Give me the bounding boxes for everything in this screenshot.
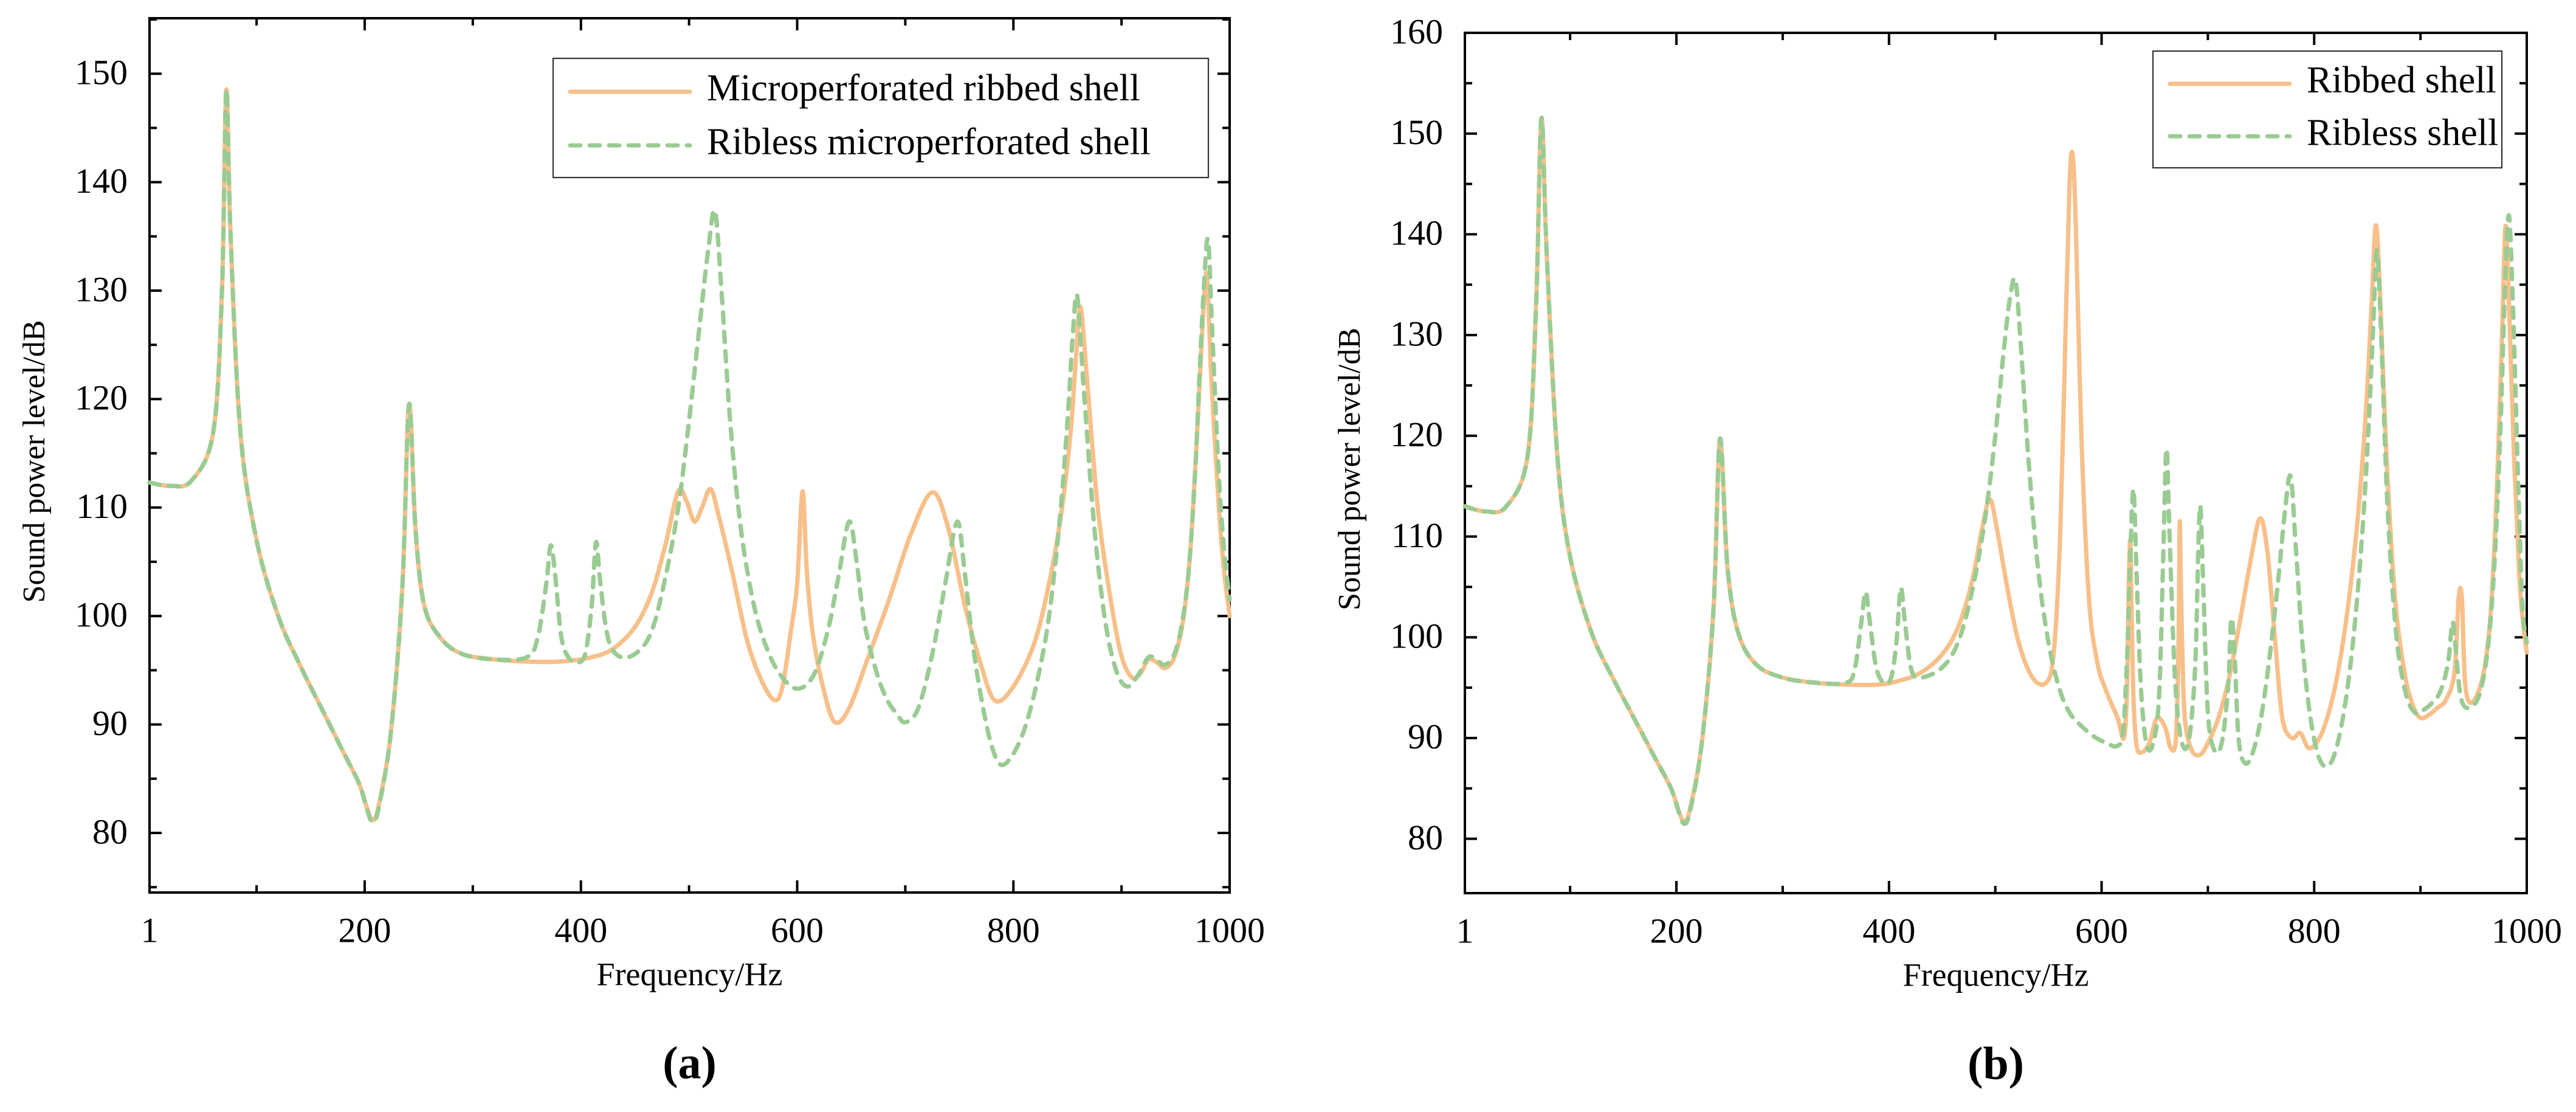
svg-text:(b): (b) — [1968, 1038, 2024, 1089]
svg-text:100: 100 — [75, 595, 128, 635]
svg-text:600: 600 — [2075, 911, 2128, 950]
svg-text:800: 800 — [2288, 911, 2341, 950]
svg-text:130: 130 — [75, 269, 128, 309]
svg-text:Ribbed shell: Ribbed shell — [2307, 60, 2496, 101]
svg-text:1: 1 — [141, 910, 159, 950]
svg-text:80: 80 — [1408, 818, 1443, 857]
svg-text:1000: 1000 — [1194, 910, 1265, 950]
svg-text:120: 120 — [1390, 415, 1443, 454]
svg-text:160: 160 — [1390, 12, 1443, 51]
svg-text:1: 1 — [1456, 911, 1474, 950]
svg-text:Sound power level/dB: Sound power level/dB — [17, 320, 52, 603]
svg-text:1000: 1000 — [2492, 911, 2562, 950]
svg-text:100: 100 — [1390, 616, 1443, 656]
svg-text:110: 110 — [76, 486, 128, 526]
svg-text:90: 90 — [92, 703, 128, 743]
svg-text:90: 90 — [1408, 717, 1443, 756]
svg-text:140: 140 — [1390, 213, 1443, 253]
svg-text:130: 130 — [1390, 314, 1443, 353]
svg-text:Frequency/Hz: Frequency/Hz — [1903, 956, 2089, 993]
svg-text:(a): (a) — [663, 1037, 717, 1088]
svg-text:Sound power level/dB: Sound power level/dB — [1332, 328, 1367, 610]
svg-text:600: 600 — [771, 910, 824, 950]
svg-text:400: 400 — [554, 910, 607, 950]
svg-text:80: 80 — [92, 812, 128, 851]
svg-text:200: 200 — [1650, 911, 1703, 950]
svg-text:800: 800 — [987, 910, 1040, 950]
svg-text:Frequency/Hz: Frequency/Hz — [597, 956, 783, 992]
svg-text:400: 400 — [1862, 911, 1915, 950]
svg-text:110: 110 — [1391, 516, 1443, 555]
svg-text:150: 150 — [1390, 112, 1443, 152]
svg-text:140: 140 — [75, 161, 128, 201]
svg-text:200: 200 — [338, 910, 391, 950]
svg-text:Ribless microperforated shell: Ribless microperforated shell — [707, 121, 1151, 162]
svg-text:150: 150 — [75, 53, 128, 92]
svg-text:120: 120 — [75, 378, 128, 418]
svg-text:Microperforated ribbed shell: Microperforated ribbed shell — [707, 67, 1140, 109]
svg-text:Ribless shell: Ribless shell — [2307, 112, 2498, 153]
